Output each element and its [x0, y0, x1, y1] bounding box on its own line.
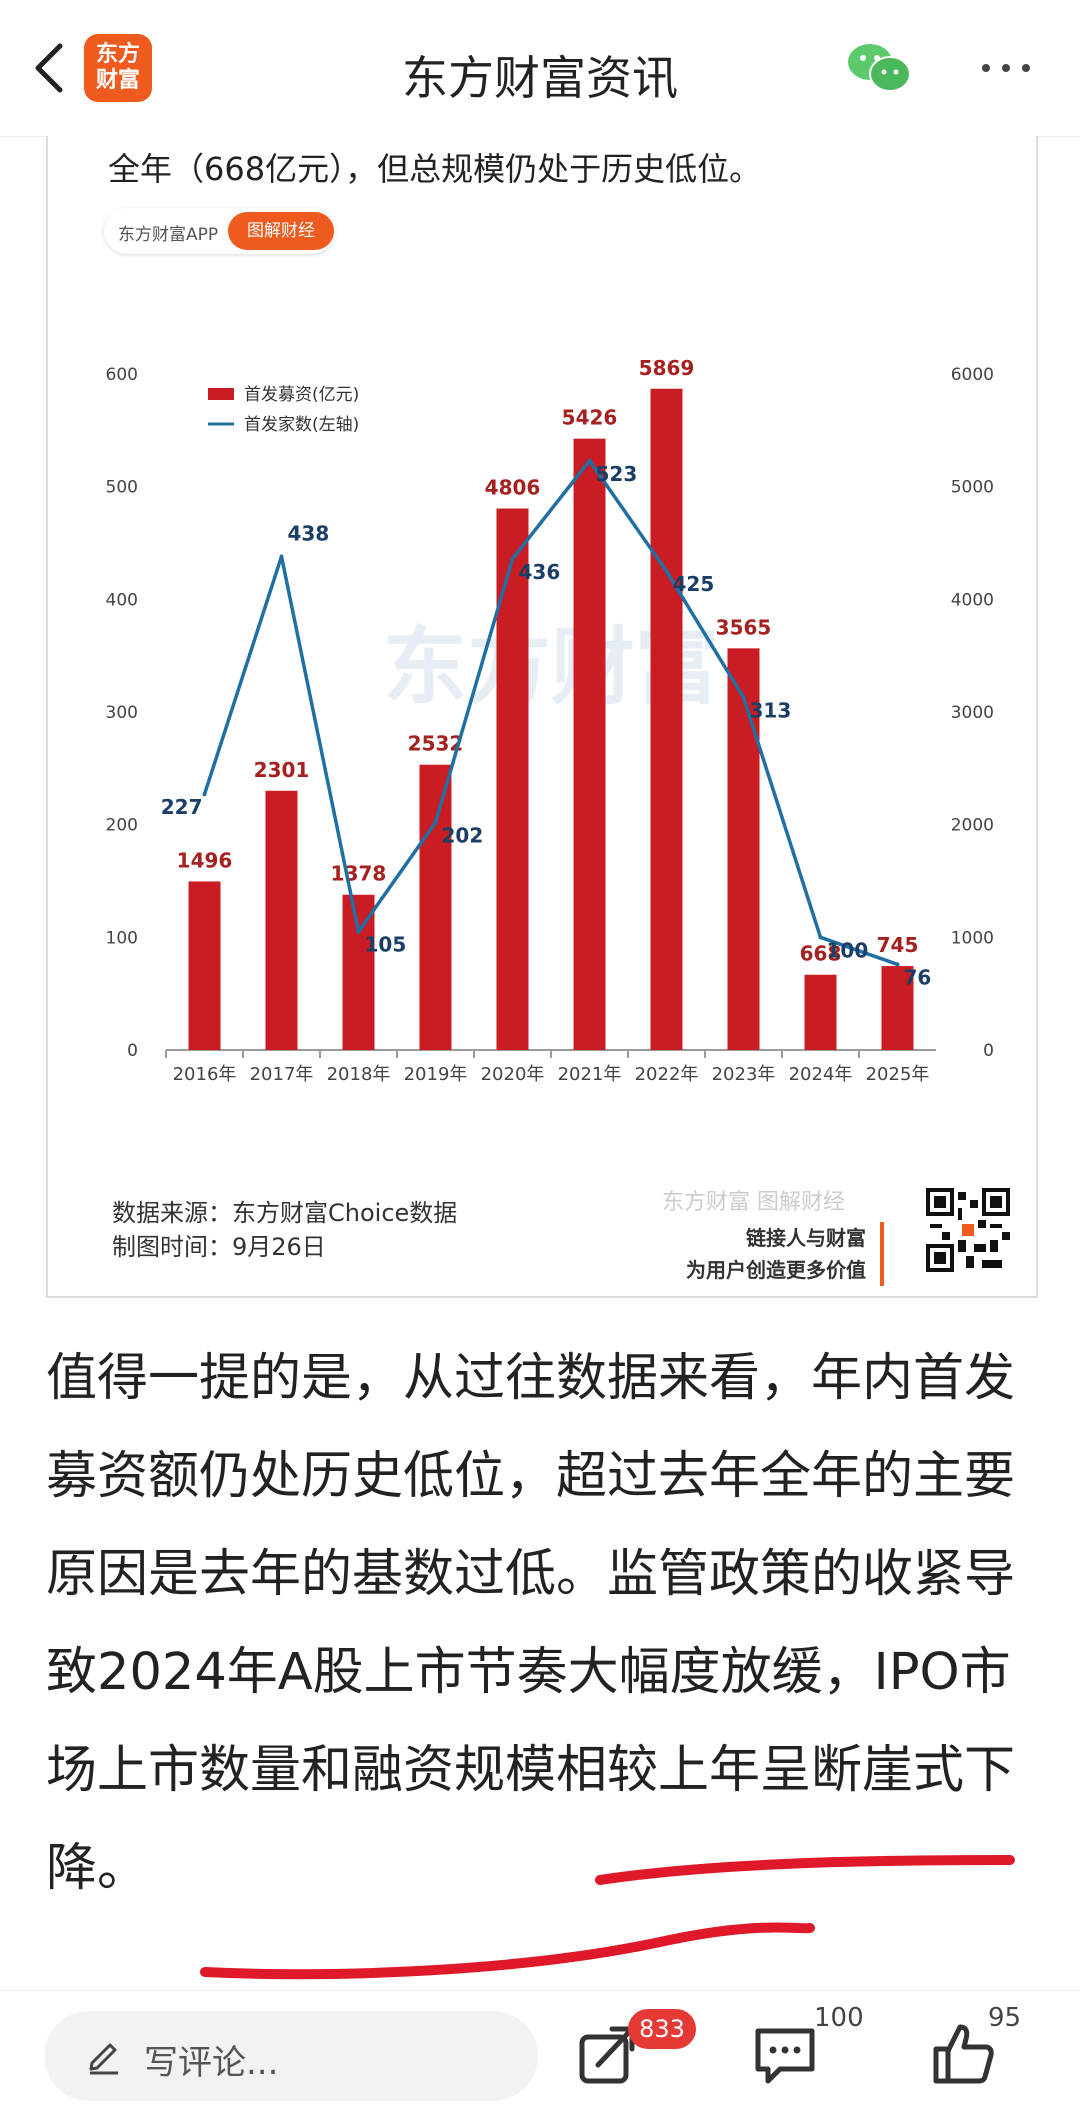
line-point [664, 569, 669, 574]
left-axis-tick: 100 [106, 928, 138, 948]
bar-value-label: 5426 [562, 406, 618, 430]
x-axis-tick-label: 2020年 [481, 1064, 545, 1085]
slogan-line-2: 为用户创造更多价值 [686, 1258, 866, 1282]
pill-tag-button[interactable]: 图解财经 [228, 212, 334, 250]
bar [881, 966, 914, 1050]
right-axis-tick: 6000 [951, 365, 994, 385]
comment-input[interactable]: 写评论... [44, 2011, 538, 2101]
bar [573, 438, 606, 1050]
slogan: 链接人与财富 为用户创造更多价值 [686, 1222, 884, 1286]
x-axis-tick-label: 2022年 [635, 1064, 699, 1085]
intro-text: 全年（668亿元），但总规模仍处于历史低位。 [108, 150, 762, 188]
ipo-chart: 东方财富010020030040050060001000200030004000… [106, 356, 994, 1085]
brand-watermark: 东方财富 图解财经 [662, 1190, 845, 1215]
back-arrow-icon[interactable] [22, 38, 82, 98]
line-point [279, 554, 284, 559]
share-count-badge: 833 [628, 2009, 696, 2049]
line-point [510, 556, 515, 561]
line-series-path [202, 459, 899, 967]
comment-icon[interactable] [750, 2019, 820, 2089]
bar-value-label: 3565 [716, 615, 772, 639]
like-icon[interactable] [928, 2019, 998, 2089]
like-count: 95 [988, 2003, 1022, 2033]
x-axis-tick-label: 2024年 [789, 1064, 853, 1085]
comment-placeholder: 写评论... [144, 2043, 279, 2083]
x-axis-tick-label: 2017年 [250, 1064, 314, 1085]
pill-app-label: 东方财富APP [118, 225, 219, 245]
line-value-label: 105 [365, 933, 407, 957]
line-value-label: 227 [161, 795, 203, 819]
more-options-icon[interactable] [976, 50, 1036, 86]
line-point [433, 820, 438, 825]
line-value-label: 436 [519, 560, 561, 584]
bar-value-label: 2532 [408, 732, 464, 756]
date-text: 制图时间：9月26日 [112, 1233, 326, 1261]
line-value-label: 313 [750, 698, 792, 722]
app-logo: 东方 财富 [84, 34, 152, 102]
x-axis-tick-label: 2021年 [558, 1064, 622, 1085]
bar [496, 508, 529, 1050]
pencil-icon [89, 2043, 118, 2075]
top-navigation-bar: 东方 财富 东方财富资讯 [0, 0, 1080, 137]
article-paragraph: 值得一提的是，从过往数据来看，年内首发募资额仍处历史低位，超过去年全年的主要原因… [46, 1349, 1016, 1898]
x-axis-tick-label: 2023年 [712, 1064, 776, 1085]
bar [342, 894, 375, 1050]
qr-code-icon [926, 1188, 1010, 1272]
line-value-label: 438 [288, 522, 330, 546]
right-axis-tick: 3000 [951, 703, 994, 723]
wechat-share-icon[interactable] [846, 42, 912, 94]
comment-count: 100 [814, 2003, 864, 2033]
right-axis-tick: 2000 [951, 816, 994, 836]
logo-text: 东方 财富 [95, 42, 140, 93]
bar-value-label: 4806 [485, 476, 541, 500]
slogan-line-1: 链接人与财富 [746, 1226, 866, 1250]
left-axis-tick: 400 [106, 590, 138, 610]
right-axis-tick: 5000 [951, 478, 994, 498]
line-point [895, 962, 900, 967]
chart-card: 全年（668亿元），但总规模仍处于历史低位。 东方财富APP 图解财经 东方财富… [46, 136, 1038, 1298]
left-axis-tick: 300 [106, 703, 138, 723]
source-pill: 东方财富APP 图解财经 [104, 208, 334, 254]
left-axis-tick: 500 [106, 478, 138, 498]
right-axis-tick: 4000 [951, 590, 994, 610]
bar-value-label: 1378 [331, 862, 387, 886]
right-axis-tick: 1000 [951, 928, 994, 948]
line-point [587, 458, 592, 463]
line-point [741, 695, 746, 700]
left-axis-tick: 200 [106, 816, 138, 836]
legend-bar-swatch [208, 388, 234, 400]
line-value-label: 523 [596, 462, 638, 486]
bar [188, 881, 221, 1050]
right-axis-tick: 0 [983, 1041, 994, 1061]
bar [419, 764, 452, 1050]
bar [265, 790, 298, 1050]
x-axis-tick-label: 2025年 [866, 1064, 930, 1085]
bar [804, 974, 837, 1050]
left-axis-tick: 600 [106, 365, 138, 385]
line-point [202, 792, 207, 797]
bar-value-label: 2301 [254, 758, 310, 782]
line-value-label: 202 [442, 823, 484, 847]
bottom-action-bar: 写评论... 833 100 95 [0, 1990, 1080, 2124]
line-value-label: 76 [904, 965, 932, 989]
line-value-label: 425 [673, 572, 715, 596]
chart-source: 数据来源：东方财富Choice数据 制图时间：9月26日 [112, 1196, 457, 1264]
x-axis-tick-label: 2016年 [173, 1064, 237, 1085]
x-axis-tick-label: 2019年 [404, 1064, 468, 1085]
page-title: 东方财富资讯 [402, 51, 678, 105]
bar-value-label: 5869 [639, 356, 695, 380]
legend-bar-label: 首发募资(亿元) [244, 385, 359, 405]
bar [650, 388, 683, 1050]
left-axis-tick: 0 [127, 1041, 138, 1061]
bar-value-label: 1496 [177, 848, 233, 872]
x-axis-tick-label: 2018年 [327, 1064, 391, 1085]
line-point [818, 935, 823, 940]
line-value-label: 100 [827, 938, 869, 962]
bar-value-label: 668 [800, 942, 842, 966]
bar [727, 648, 760, 1050]
legend-line-label: 首发家数(左轴) [244, 415, 359, 435]
line-point [356, 929, 361, 934]
bar-value-label: 745 [877, 933, 919, 957]
source-text: 数据来源：东方财富Choice数据 [112, 1199, 458, 1227]
